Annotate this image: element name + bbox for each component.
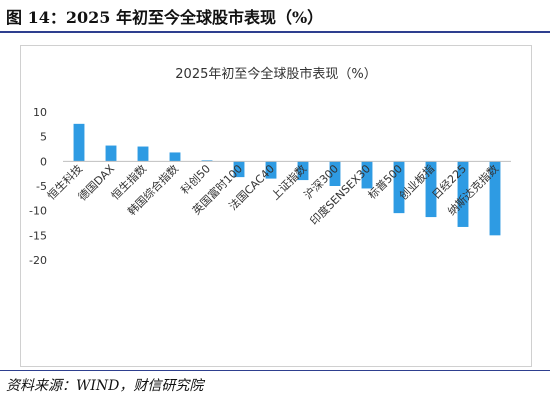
- y-tick-label: -5: [36, 180, 47, 193]
- y-tick-label: -15: [29, 229, 47, 242]
- bar-9: [329, 161, 341, 186]
- header-divider: [0, 31, 550, 33]
- y-tick-label: 10: [33, 106, 47, 119]
- bar-11: [393, 161, 405, 214]
- figure-header: 图 14：2025 年初至今全球股市表现（%）: [0, 0, 550, 33]
- bar-10: [361, 161, 373, 189]
- chart-panel: 2025年初至今全球股市表现（%） 10 5 0 -5 -10 -15 -20 恒生科技 德国…: [20, 45, 532, 367]
- bar-chart: 2025年初至今全球股市表现（%） 10 5 0 -5 -10 -15 -20 恒生科技德国…: [29, 66, 511, 267]
- bar-2: [105, 145, 117, 162]
- footer-divider: [0, 370, 550, 371]
- bar-14: [489, 161, 501, 236]
- y-tick-label: -10: [29, 205, 47, 218]
- figure-title: 图 14：2025 年初至今全球股市表现（%）: [6, 8, 324, 27]
- bar-8: [297, 161, 309, 181]
- bar-1: [73, 123, 85, 162]
- source-note: 资料来源：WIND，财信研究院: [6, 378, 204, 394]
- y-tick-label: 0: [40, 155, 47, 168]
- bar-7: [265, 161, 277, 179]
- y-axis: 10 5 0 -5 -10 -15 -20: [29, 106, 47, 267]
- bar-13: [457, 161, 469, 227]
- y-tick-label: -20: [29, 254, 47, 267]
- bar-12: [425, 161, 437, 218]
- bars: [73, 123, 501, 236]
- chart-title: 2025年初至今全球股市表现（%）: [175, 66, 376, 82]
- bar-3: [137, 146, 149, 162]
- category-label: 德国DAX: [75, 161, 117, 203]
- y-tick-label: 5: [40, 131, 47, 144]
- bar-6: [233, 161, 245, 178]
- bar-4: [169, 152, 181, 162]
- x-axis: 恒生科技德国DAX恒生指数韩国综合指数科创50英国富时100法国CAC40上证指…: [44, 160, 511, 228]
